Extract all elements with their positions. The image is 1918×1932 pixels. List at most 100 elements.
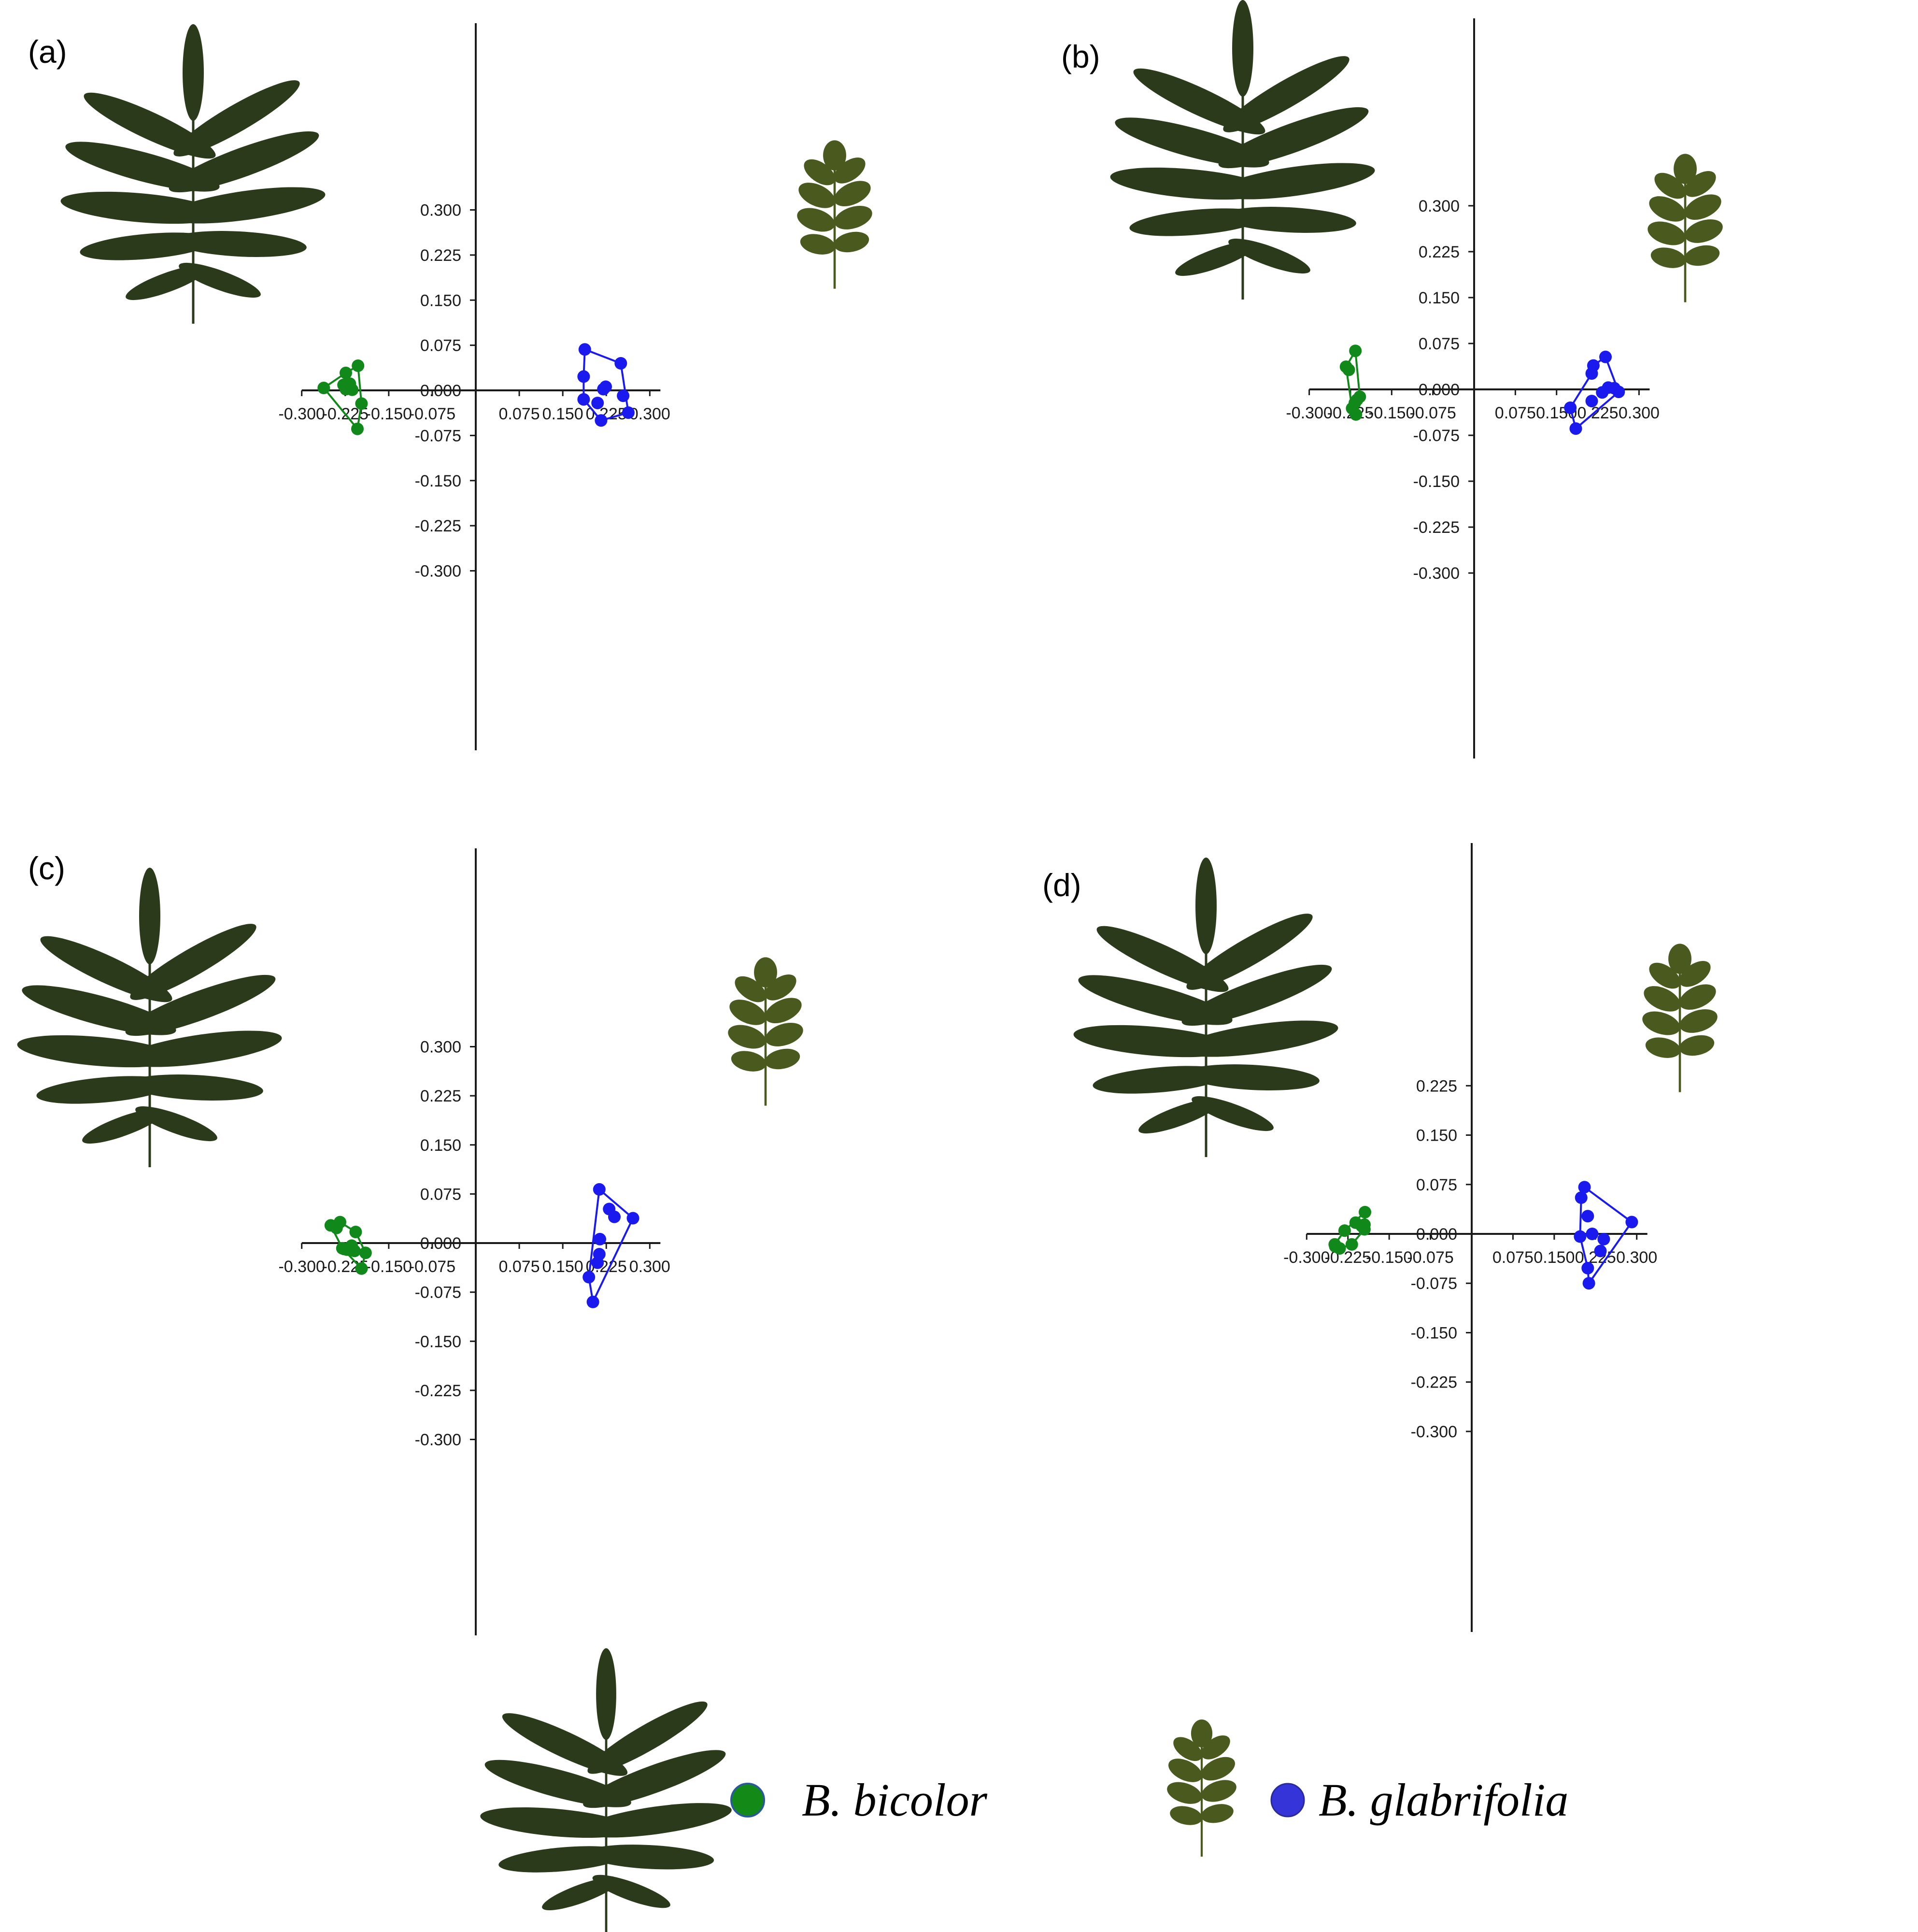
panel-c: -0.300-0.225-0.150-0.075 0.075 0.150 0.225 0… (16, 848, 806, 1635)
legend-glabrifolia-leaf-image (1164, 1719, 1239, 1857)
glabrifolia-data-point (595, 414, 608, 427)
panel-b: -0.300-0.225-0.150-0.0750.0750.1500.2250… (1061, 0, 1726, 758)
bicolor-data-point (1345, 1238, 1358, 1251)
bicolor-data-point (317, 382, 330, 394)
glabrifolia-data-point (1587, 359, 1600, 372)
x-tick-label: 0.075 (1495, 404, 1536, 422)
glabrifolia-data-point (578, 343, 591, 356)
panels: -0.300-0.225-0.150-0.075 0.075 0.150 0.225 0… (16, 0, 1726, 1635)
bicolor-data-point (330, 1221, 343, 1234)
x-tick-label: -0.150 (1368, 404, 1415, 422)
glabrifolia-data-point (1594, 1245, 1607, 1258)
y-tick-label: -0.225 (415, 1382, 461, 1400)
legend-bicolor-label: B. bicolor (802, 1774, 988, 1826)
glabrifolia-data-point (1625, 1216, 1638, 1229)
y-tick-label: -0.225 (1411, 1374, 1457, 1392)
y-tick-label: -0.300 (415, 562, 461, 581)
bicolor-data-point (1338, 1224, 1351, 1237)
series-glabrifolia (1564, 350, 1625, 435)
bicolor-data-point (348, 1245, 361, 1258)
y-tick-label: -0.150 (1411, 1324, 1457, 1342)
panel-label: (d) (1042, 867, 1081, 903)
glabrifolia-data-point (1581, 1210, 1594, 1223)
glabrifolia-data-point (591, 1256, 604, 1269)
x-tick-label: -0.075 (1409, 404, 1456, 422)
bicolor-data-point (349, 1226, 362, 1238)
bicolor-data-point (336, 1242, 349, 1255)
glabrifolia-data-point (1575, 1191, 1588, 1204)
glabrifolia-data-point (593, 1183, 606, 1196)
legend: B. bicolor B. glabrifolia (479, 1648, 1568, 1932)
glabrifolia-data-point (591, 397, 604, 410)
y-tick-label: -0.075 (1411, 1274, 1457, 1293)
x-tick-label: -0.300 (278, 405, 325, 423)
glabrifolia-data-point (583, 1271, 596, 1284)
y-tick-label: 0.225 (1416, 1077, 1457, 1095)
bicolor-leaf-image (16, 868, 284, 1167)
glabrifolia-data-point (622, 406, 635, 419)
y-tick-label: 0.150 (420, 291, 461, 310)
legend-glabrifolia-marker (1270, 1783, 1305, 1818)
glabrifolia-data-point (1582, 1277, 1595, 1290)
panel-d: -0.300-0.225-0.150-0.075 0.075 0.150 0.225 0… (1042, 843, 1720, 1632)
y-tick-label: 0.000 (1419, 381, 1460, 399)
y-tick-label: -0.225 (1413, 518, 1460, 537)
glabrifolia-data-point (1597, 1232, 1610, 1245)
y-tick-label: 0.075 (420, 1185, 461, 1203)
glabrifolia-data-point (586, 1295, 599, 1308)
glabrifolia-data-point (1569, 422, 1582, 435)
y-tick-label: -0.300 (1411, 1423, 1457, 1441)
glabrifolia-data-point (1586, 1228, 1599, 1240)
x-tick-label: -0.300 (278, 1258, 325, 1276)
y-tick-label: 0.225 (420, 246, 461, 265)
glabrifolia-data-point (577, 370, 590, 383)
x-tick-label: -0.300 (1286, 404, 1332, 422)
y-tick-label: 0.300 (1419, 197, 1460, 215)
y-tick-label: -0.150 (1413, 472, 1460, 491)
series-bicolor (317, 359, 368, 435)
x-tick-label: 0.075 (499, 405, 540, 423)
y-tick-label: -0.075 (415, 427, 461, 445)
bicolor-leaf-image (1072, 858, 1340, 1157)
y-tick-label: -0.150 (415, 1332, 461, 1351)
glabrifolia-data-point (594, 1232, 606, 1245)
x-tick-label: 0.300 (629, 1258, 670, 1276)
x-tick-label: -0.150 (366, 405, 412, 423)
x-tick-label: 0.225 (1577, 404, 1619, 422)
x-tick-label: -0.075 (409, 405, 455, 423)
series-glabrifolia (583, 1183, 639, 1308)
glabrifolia-data-point (1564, 401, 1577, 414)
x-tick-label: -0.150 (366, 1258, 412, 1276)
x-tick-label: -0.075 (409, 1258, 455, 1276)
x-tick-label: 0.150 (542, 1258, 583, 1276)
y-tick-label: -0.150 (415, 472, 461, 490)
panel-label: (a) (28, 34, 67, 70)
bicolor-data-point (352, 359, 365, 372)
x-tick-label: 0.150 (1534, 1248, 1575, 1267)
x-tick-label: 0.075 (499, 1258, 540, 1276)
bicolor-leaf-image (1109, 0, 1377, 300)
y-tick-label: 0.150 (1416, 1127, 1457, 1145)
series-bicolor (1328, 1206, 1371, 1255)
glabrifolia-data-point (614, 357, 627, 370)
panel-label: (c) (28, 850, 65, 886)
bicolor-data-point (1359, 1206, 1371, 1218)
y-tick-label: 0.000 (420, 1234, 461, 1253)
legend-glabrifolia-label: B. glabrifolia (1319, 1774, 1568, 1826)
y-tick-label: -0.225 (415, 517, 461, 535)
glabrifolia-data-point (608, 1210, 621, 1223)
y-tick-label: 0.000 (420, 382, 461, 400)
bicolor-leaf-image (59, 24, 327, 324)
y-tick-label: 0.075 (420, 337, 461, 355)
y-tick-label: 0.075 (1419, 335, 1460, 353)
y-tick-label: 0.300 (420, 201, 461, 220)
glabrifolia-data-point (626, 1212, 639, 1225)
y-tick-label: 0.300 (420, 1038, 461, 1057)
glabrifolia-data-point (1599, 350, 1612, 363)
series-glabrifolia (577, 343, 635, 427)
x-tick-label: 0.300 (1616, 1248, 1657, 1267)
x-tick-label: -0.300 (1283, 1248, 1330, 1267)
glabrifolia-data-point (599, 380, 612, 393)
x-tick-label: 0.300 (629, 405, 670, 423)
series-bicolor (1339, 344, 1366, 421)
